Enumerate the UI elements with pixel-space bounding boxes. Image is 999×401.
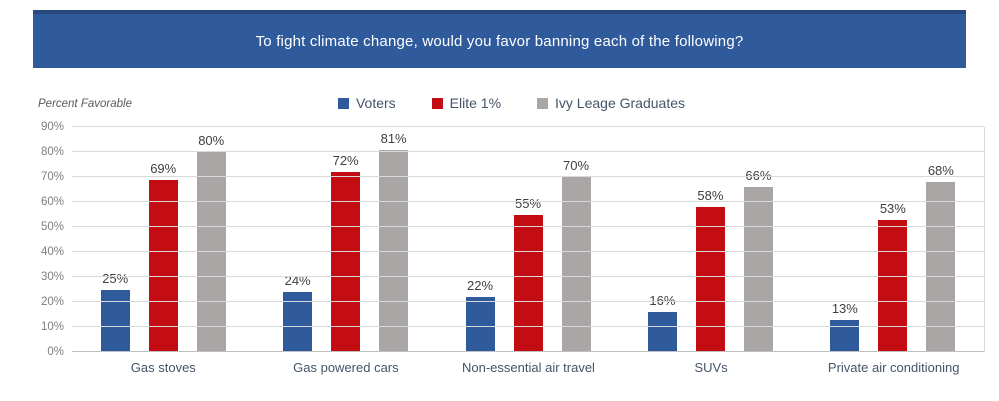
category-label: SUVs bbox=[694, 360, 728, 375]
chart-header: Percent Favorable Voters Elite 1% Ivy Leag… bbox=[38, 92, 985, 118]
legend-label: Ivy Leage Graduates bbox=[555, 95, 686, 111]
legend-label: Elite 1% bbox=[449, 95, 502, 111]
gridline bbox=[72, 326, 984, 327]
y-tick-label: 70% bbox=[40, 171, 64, 183]
bar bbox=[148, 179, 178, 352]
bar-column: 58% bbox=[695, 188, 725, 352]
bar-column: 55% bbox=[513, 196, 543, 352]
bar bbox=[743, 187, 773, 352]
gridline bbox=[72, 126, 984, 127]
bar-column: 66% bbox=[743, 168, 773, 352]
bar-group: 22% 55% 70% bbox=[437, 127, 619, 352]
legend-swatch-icon bbox=[537, 97, 549, 109]
bar bbox=[647, 312, 677, 352]
y-axis: 0% 10% 20% 30% 40% 50% 60% 70% 80% 90% bbox=[38, 121, 66, 358]
bar-groups: 25% 69% 80% 24% 72% 81% 22% 55% 70% 16% 58% 66% 13% 5… bbox=[72, 127, 984, 352]
gridline bbox=[72, 176, 984, 177]
bar bbox=[283, 292, 313, 352]
y-axis-title: Percent Favorable bbox=[38, 98, 132, 110]
bar-value-label: 69% bbox=[150, 160, 177, 176]
bar-value-label: 81% bbox=[380, 130, 407, 146]
bar-column: 53% bbox=[878, 201, 908, 352]
bar bbox=[695, 207, 725, 352]
gridline bbox=[72, 251, 984, 252]
gridline bbox=[72, 151, 984, 152]
bar-group: 13% 53% 68% bbox=[802, 127, 984, 352]
bar-value-label: 68% bbox=[927, 163, 954, 178]
legend-item: Voters bbox=[337, 95, 396, 111]
bar-column: 25% bbox=[100, 271, 130, 352]
y-tick-label: 50% bbox=[40, 221, 64, 233]
bar-chart: 0% 10% 20% 30% 40% 50% 60% 70% 80% 90% 25% 69% 80% 2… bbox=[38, 121, 985, 387]
x-axis-baseline bbox=[72, 351, 984, 352]
bar bbox=[830, 319, 860, 352]
bar-column: 68% bbox=[926, 163, 956, 352]
bar-column: 69% bbox=[148, 161, 178, 352]
bar-column: 81% bbox=[379, 131, 409, 352]
bar-column: 80% bbox=[196, 133, 226, 352]
y-tick-label: 80% bbox=[40, 146, 64, 158]
category-label: Non-essential air travel bbox=[462, 360, 595, 375]
bar bbox=[513, 214, 543, 352]
bar bbox=[926, 182, 956, 352]
question-banner: To fight climate change, would you favor… bbox=[33, 10, 966, 68]
bar-value-label: 53% bbox=[879, 200, 906, 216]
category-label: Private air conditioning bbox=[827, 360, 960, 375]
bar bbox=[878, 219, 908, 352]
legend-swatch-icon bbox=[337, 97, 349, 109]
category-labels: Gas stoves Gas powered cars Non-essential … bbox=[72, 360, 985, 375]
legend-label: Voters bbox=[355, 95, 396, 111]
bar-group: 16% 58% 66% bbox=[619, 127, 801, 352]
bar-value-label: 80% bbox=[198, 133, 225, 148]
gridline bbox=[72, 276, 984, 277]
bar-value-label: 55% bbox=[515, 195, 542, 211]
bar-group: 25% 69% 80% bbox=[72, 127, 254, 352]
question-banner-title: To fight climate change, would you favor… bbox=[255, 32, 744, 50]
bar-value-label: 72% bbox=[332, 153, 359, 168]
bar bbox=[196, 152, 226, 352]
bar-column: 16% bbox=[647, 293, 677, 352]
bar bbox=[100, 289, 130, 352]
bar bbox=[379, 149, 409, 352]
bar-column: 72% bbox=[331, 153, 361, 352]
y-tick-label: 20% bbox=[40, 296, 64, 308]
y-tick-label: 0% bbox=[47, 346, 64, 358]
bar-column: 13% bbox=[830, 301, 860, 352]
bar-column: 70% bbox=[561, 158, 591, 352]
bar bbox=[331, 172, 361, 352]
y-tick-label: 60% bbox=[40, 196, 64, 208]
y-tick-label: 10% bbox=[40, 321, 64, 333]
bar-value-label: 58% bbox=[697, 188, 724, 203]
bar-column: 22% bbox=[465, 278, 495, 352]
gridline bbox=[72, 201, 984, 202]
y-tick-label: 40% bbox=[40, 246, 64, 258]
bar-value-label: 22% bbox=[467, 278, 494, 293]
bar-value-label: 70% bbox=[563, 158, 590, 173]
bar bbox=[561, 177, 591, 352]
bar-value-label: 16% bbox=[649, 293, 676, 308]
bar-group: 24% 72% 81% bbox=[254, 127, 436, 352]
bar-value-label: 25% bbox=[102, 270, 129, 286]
legend: Voters Elite 1% Ivy Leage Graduates bbox=[38, 92, 985, 111]
legend-swatch-icon bbox=[431, 97, 443, 109]
category-label: Gas powered cars bbox=[293, 360, 399, 375]
y-tick-label: 90% bbox=[40, 121, 64, 133]
bar-value-label: 13% bbox=[831, 300, 858, 316]
gridline bbox=[72, 226, 984, 227]
legend-item: Elite 1% bbox=[431, 95, 502, 111]
gridline bbox=[72, 301, 984, 302]
plot-area: 25% 69% 80% 24% 72% 81% 22% 55% 70% 16% 58% 66% 13% 5… bbox=[72, 126, 985, 352]
y-tick-label: 30% bbox=[40, 271, 64, 283]
bar bbox=[465, 297, 495, 352]
legend-item: Ivy Leage Graduates bbox=[537, 95, 685, 111]
bar-value-label: 66% bbox=[745, 168, 772, 183]
category-label: Gas stoves bbox=[130, 360, 196, 375]
